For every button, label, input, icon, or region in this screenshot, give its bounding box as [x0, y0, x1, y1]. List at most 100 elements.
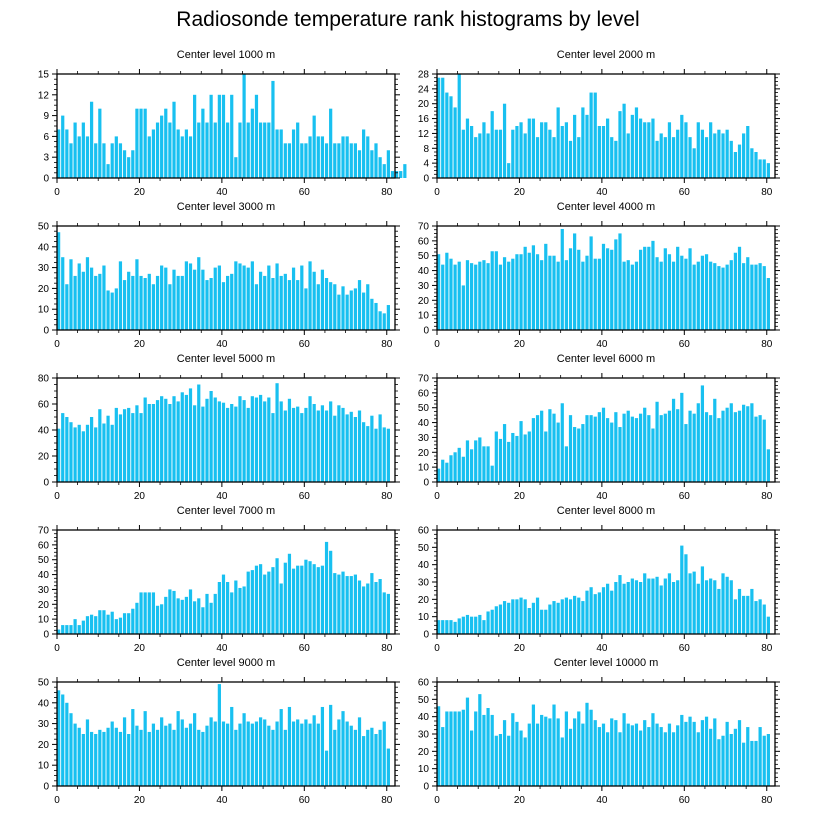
bar [357, 717, 362, 786]
bar [168, 589, 172, 634]
bar [655, 140, 659, 178]
bar [205, 725, 209, 786]
x-tick-label: 20 [514, 643, 526, 654]
bar [453, 107, 457, 178]
y-tick-label: 50 [418, 695, 430, 706]
bar [614, 720, 618, 786]
bar [581, 107, 585, 178]
bar [696, 122, 700, 178]
bar [614, 582, 618, 634]
bar [320, 269, 325, 330]
bar [651, 578, 655, 634]
bar [709, 578, 713, 634]
bar [151, 284, 156, 330]
bar [230, 706, 234, 786]
bar [754, 740, 758, 786]
bar [275, 263, 279, 330]
bar [667, 410, 672, 482]
bar [762, 735, 766, 786]
bar [577, 597, 581, 634]
bar [57, 129, 61, 178]
bar [258, 564, 263, 634]
panel-title: Center level 2000 m [557, 49, 655, 61]
bar [291, 129, 296, 178]
bar [568, 415, 573, 482]
bar [69, 713, 73, 786]
bar [593, 594, 597, 634]
bar [737, 410, 742, 482]
bar [357, 280, 362, 330]
panel-title: Center level 1000 m [177, 49, 275, 61]
x-tick-label: 60 [299, 643, 311, 654]
bar [766, 449, 770, 482]
y-tick-label: 60 [418, 388, 430, 399]
bar [267, 122, 271, 178]
bar [345, 576, 349, 634]
y-tick-label: 0 [43, 630, 49, 641]
bar [746, 126, 750, 178]
bar [341, 571, 345, 634]
bar [139, 108, 143, 178]
bar [717, 266, 721, 330]
bar [725, 407, 729, 482]
x-tick-label: 20 [514, 491, 526, 502]
bar [548, 255, 552, 330]
bar [556, 718, 560, 786]
x-tick-label: 40 [216, 187, 228, 198]
x-tick-label: 60 [679, 491, 691, 502]
bar [283, 143, 287, 178]
bar [85, 616, 90, 634]
bar [688, 137, 692, 178]
bar [209, 278, 213, 330]
bar [172, 396, 176, 482]
bar [300, 265, 304, 330]
bar [589, 236, 593, 330]
bar [263, 275, 267, 330]
bar [362, 129, 366, 178]
bar [139, 592, 143, 634]
x-tick-label: 40 [596, 187, 608, 198]
bar [461, 616, 465, 634]
bar [98, 729, 102, 786]
bar [77, 625, 81, 634]
bar [490, 465, 494, 482]
bar [188, 263, 193, 330]
bar [271, 567, 275, 634]
y-tick-label: 20 [38, 284, 50, 295]
bar [242, 400, 246, 482]
bar [65, 702, 69, 786]
bar [106, 727, 110, 786]
bar [709, 122, 713, 178]
bar [386, 593, 390, 634]
bar [98, 108, 102, 178]
bar [382, 592, 386, 634]
bar [577, 711, 581, 786]
bar [209, 602, 213, 634]
bar [733, 412, 737, 482]
bar [337, 574, 341, 634]
bar [176, 711, 180, 786]
bar [560, 737, 564, 786]
bar [230, 273, 234, 330]
x-tick-label: 80 [381, 795, 393, 806]
bar [242, 586, 246, 634]
bar [106, 415, 110, 482]
y-tick-label: 50 [418, 403, 430, 414]
bar [131, 709, 135, 786]
panel-title: Center level 7000 m [177, 505, 275, 517]
bar [378, 414, 382, 482]
bar [540, 122, 544, 178]
bar [490, 609, 494, 634]
bar [601, 243, 606, 330]
bar [585, 590, 589, 634]
bar [659, 585, 663, 634]
bar [89, 101, 94, 178]
bar [502, 103, 507, 178]
bar [333, 143, 337, 178]
bar [304, 143, 308, 178]
bar [634, 580, 639, 634]
y-tick-label: 10 [38, 305, 50, 316]
x-tick-label: 40 [596, 795, 608, 806]
bar [684, 122, 688, 178]
bar [548, 604, 552, 634]
